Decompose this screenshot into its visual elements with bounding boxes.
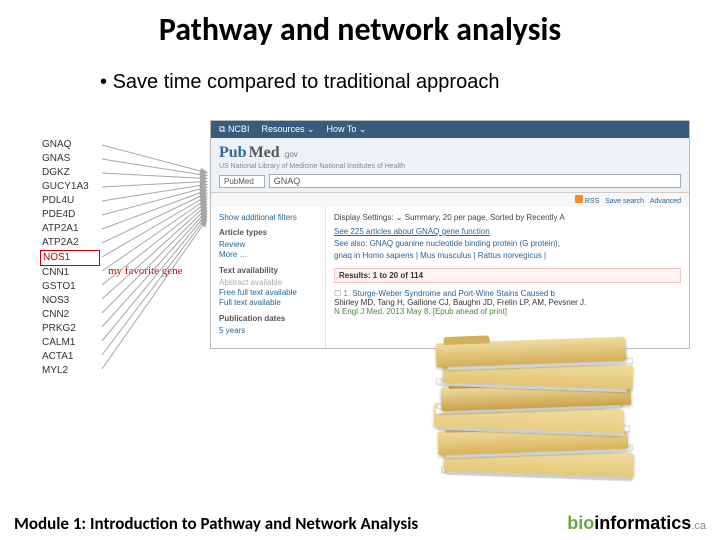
filter-heading-article-types: Article types (219, 228, 317, 237)
result-meta: N Engl J Med. 2013 May 8. [Epub ahead of… (334, 307, 507, 316)
results-count-bar: Results: 1 to 20 of 114 (334, 268, 681, 283)
filter-abstract[interactable]: Abstract available (219, 278, 317, 287)
search-db-select[interactable]: PubMed (219, 175, 265, 188)
pubmed-panel: ⧉ NCBI Resources ⌄ How To ⌄ Pub Med .gov… (210, 120, 690, 349)
results-count: Results: 1 to 20 of 114 (339, 271, 423, 280)
see-link-1[interactable]: See 225 articles about GNAQ gene functio… (334, 227, 490, 236)
rss-row: RSS Save search Advanced (211, 193, 689, 207)
see-link-2[interactable]: See also: GNAQ guanine nucleotide bindin… (334, 239, 560, 248)
filter-free-full[interactable]: Free full text available (219, 288, 317, 297)
result-title: Sturge-Weber Syndrome and Port-Wine Stai… (352, 289, 555, 298)
see-link-3[interactable]: gnaq in Homo sapiens | Mus musculus | Ra… (334, 250, 681, 262)
ncbi-howto-menu[interactable]: How To ⌄ (327, 124, 367, 135)
brand-bio: bio (567, 513, 594, 533)
see-also-block: See 225 articles about GNAQ gene functio… (334, 226, 681, 262)
filter-heading-text: Text availability (219, 266, 317, 275)
show-filters-link[interactable]: Show additional filters (219, 213, 317, 222)
result-authors: Shirley MD, Tang H, Gallione CJ, Baughn … (334, 298, 586, 307)
filters-sidebar: Show additional filters Article types Re… (211, 207, 326, 348)
filter-review[interactable]: Review (219, 240, 317, 249)
filter-more[interactable]: More … (219, 250, 317, 259)
ncbi-resources-menu[interactable]: Resources ⌄ (261, 124, 314, 135)
filter-full[interactable]: Full text available (219, 298, 317, 307)
slide-title: Pathway and network analysis (0, 0, 720, 49)
display-settings[interactable]: Display Settings: ⌄ Summary, 20 per page… (334, 213, 681, 222)
ncbi-logo-text: ⧉ NCBI (219, 124, 249, 135)
result-item[interactable]: ☐ 1. Sturge-Weber Syndrome and Port-Wine… (334, 289, 681, 316)
footer-brand: bioinformatics.ca (567, 513, 706, 534)
brand-informatics: informatics (594, 513, 691, 533)
pubmed-logo-gov: .gov (283, 150, 298, 159)
pubmed-header: Pub Med .gov US National Library of Medi… (211, 138, 689, 193)
advanced-link[interactable]: Advanced (650, 198, 681, 205)
search-input[interactable]: GNAQ (269, 174, 681, 188)
search-row: PubMed GNAQ (219, 174, 681, 188)
filter-heading-dates: Publication dates (219, 314, 317, 323)
save-search-link[interactable]: Save search (605, 198, 644, 205)
ncbi-top-bar: ⧉ NCBI Resources ⌄ How To ⌄ (211, 121, 689, 138)
pubmed-logo: Pub Med .gov (219, 144, 681, 162)
pubmed-logo-med: Med (249, 144, 280, 162)
pubmed-logo-pub: Pub (219, 144, 247, 162)
rss-link[interactable]: RSS (585, 198, 599, 205)
footer-module-label: Module 1: Introduction to Pathway and Ne… (14, 513, 418, 534)
content-stage: GNAQGNASDGKZGUCY1A3PDL4UPDE4DATP2A1ATP2A… (40, 120, 690, 470)
footer: Module 1: Introduction to Pathway and Ne… (0, 506, 720, 540)
rss-icon[interactable] (575, 195, 583, 203)
pubmed-subline: US National Library of Medicine National… (219, 163, 681, 170)
filter-5years[interactable]: 5 years (219, 326, 317, 335)
slide-bullet: Save time compared to traditional approa… (100, 71, 720, 94)
brand-suffix: .ca (691, 520, 706, 532)
paper-stack (435, 320, 645, 490)
